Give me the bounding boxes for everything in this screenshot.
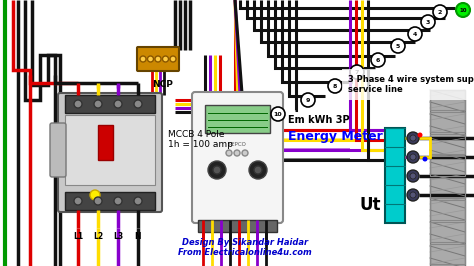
Circle shape — [328, 79, 342, 93]
FancyBboxPatch shape — [137, 47, 179, 71]
Text: 10: 10 — [273, 111, 283, 117]
Bar — [98, 125, 113, 160]
Circle shape — [407, 151, 419, 163]
Text: 6: 6 — [376, 57, 380, 63]
Circle shape — [163, 56, 168, 62]
Text: L2: L2 — [93, 232, 103, 241]
Circle shape — [213, 166, 221, 174]
Bar — [65, 95, 155, 113]
Text: Energy Meter: Energy Meter — [288, 130, 383, 143]
Bar — [198, 220, 277, 232]
Circle shape — [147, 56, 154, 62]
Text: 2: 2 — [438, 10, 442, 15]
Circle shape — [410, 135, 416, 141]
Text: PEPCO: PEPCO — [228, 143, 246, 148]
Bar — [430, 156, 465, 176]
Text: 9: 9 — [306, 98, 310, 102]
Circle shape — [74, 197, 82, 205]
Bar — [430, 200, 465, 220]
Circle shape — [208, 161, 226, 179]
Text: 10: 10 — [459, 7, 467, 13]
Bar — [430, 90, 465, 110]
Circle shape — [456, 3, 470, 17]
Text: L3: L3 — [113, 232, 123, 241]
Circle shape — [94, 197, 102, 205]
Circle shape — [134, 197, 142, 205]
Text: Design By Sikandar Haidar
From Electricalonline4u.com: Design By Sikandar Haidar From Electrica… — [178, 238, 312, 257]
Bar — [430, 112, 465, 132]
Text: 4: 4 — [413, 31, 417, 36]
Circle shape — [391, 39, 405, 53]
FancyBboxPatch shape — [58, 93, 162, 212]
Circle shape — [271, 107, 285, 121]
Bar — [430, 134, 465, 154]
Bar — [430, 178, 465, 198]
Circle shape — [155, 56, 161, 62]
Circle shape — [410, 173, 416, 179]
Bar — [385, 128, 405, 223]
Text: 3: 3 — [426, 19, 430, 24]
Circle shape — [408, 27, 422, 41]
Circle shape — [234, 150, 240, 156]
Circle shape — [226, 150, 232, 156]
Circle shape — [94, 100, 102, 108]
Circle shape — [254, 166, 262, 174]
Circle shape — [433, 5, 447, 19]
Text: Em kWh 3P: Em kWh 3P — [288, 115, 350, 125]
Circle shape — [350, 65, 364, 79]
Circle shape — [134, 100, 142, 108]
Circle shape — [114, 197, 122, 205]
Circle shape — [407, 170, 419, 182]
Text: 8: 8 — [333, 84, 337, 89]
Circle shape — [421, 15, 435, 29]
Text: Ut: Ut — [359, 196, 381, 214]
Text: NCP: NCP — [153, 80, 173, 89]
Circle shape — [418, 132, 422, 138]
Circle shape — [410, 154, 416, 160]
Bar — [205, 105, 270, 133]
FancyBboxPatch shape — [192, 92, 283, 223]
Circle shape — [140, 56, 146, 62]
Text: L1: L1 — [73, 232, 83, 241]
Text: MCCB 4 Pole
1h = 100 amp: MCCB 4 Pole 1h = 100 amp — [168, 130, 233, 149]
Text: 3 Phase 4 wire system supply
service line: 3 Phase 4 wire system supply service lin… — [348, 75, 474, 94]
Bar — [430, 244, 465, 264]
Text: 7: 7 — [355, 69, 359, 74]
Circle shape — [74, 100, 82, 108]
Bar — [65, 115, 155, 185]
Circle shape — [301, 93, 315, 107]
Bar — [65, 192, 155, 210]
Circle shape — [422, 156, 428, 161]
Circle shape — [407, 132, 419, 144]
Circle shape — [90, 190, 100, 200]
Circle shape — [407, 189, 419, 201]
Circle shape — [170, 56, 176, 62]
Circle shape — [242, 150, 248, 156]
Circle shape — [114, 100, 122, 108]
Text: N: N — [135, 232, 141, 241]
Circle shape — [371, 53, 385, 67]
FancyBboxPatch shape — [50, 123, 66, 177]
Bar — [430, 90, 465, 266]
Circle shape — [410, 192, 416, 198]
Text: 5: 5 — [396, 44, 400, 48]
Circle shape — [249, 161, 267, 179]
Bar — [430, 222, 465, 242]
